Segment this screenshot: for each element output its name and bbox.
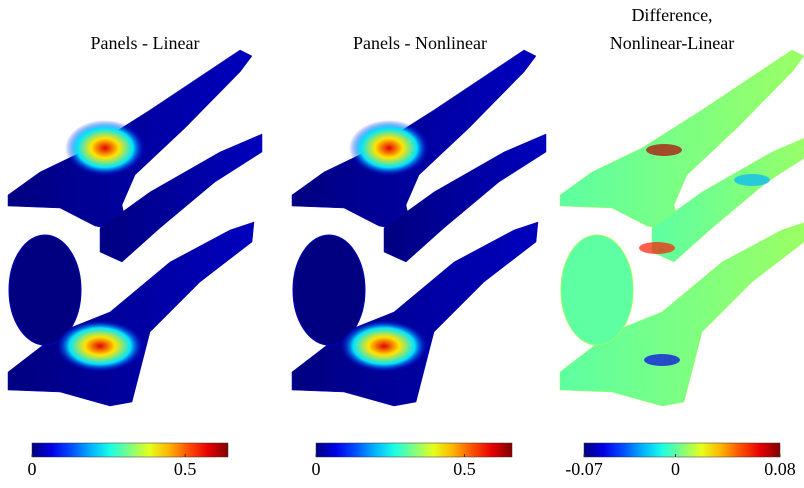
colorbar [32, 443, 228, 457]
colorbar-tick-label: 0.08 [764, 459, 796, 479]
colorbar-tick-label: 0 [312, 459, 321, 479]
hotspot [65, 120, 145, 176]
colorbar [316, 443, 512, 457]
hotspot [340, 320, 428, 372]
chart-title: Difference, [631, 5, 712, 25]
colorbar-tick-label: 0 [671, 459, 680, 479]
difference-spot [639, 242, 675, 254]
colorbar [584, 443, 780, 457]
chart-title: Panels - Linear [91, 33, 200, 53]
chart-title: Nonlinear-Linear [610, 33, 735, 53]
panel: Difference, Nonlinear-Linear -0.07 0 0.08 [560, 5, 804, 479]
chart-title: Panels - Nonlinear [353, 33, 487, 53]
hotspot [56, 320, 144, 372]
difference-spot [644, 354, 680, 366]
colorbar-tick-label: 0 [28, 459, 37, 479]
difference-spot [734, 174, 770, 186]
panel: Panels - Linear 0 0.5 [8, 33, 262, 479]
figure: Panels - Linear 0 0.5 Panels - Nonlinear 0 0.… [0, 0, 804, 488]
difference-spot [646, 144, 682, 156]
colorbar-tick-label: 0.5 [453, 459, 476, 479]
colorbar-tick-label: -0.07 [565, 459, 603, 479]
surface-panel [561, 235, 633, 345]
panel: Panels - Nonlinear 0 0.5 [292, 33, 546, 479]
surface-panel [560, 50, 804, 232]
colorbar-tick-label: 0.5 [174, 459, 197, 479]
hotspot [349, 120, 429, 176]
